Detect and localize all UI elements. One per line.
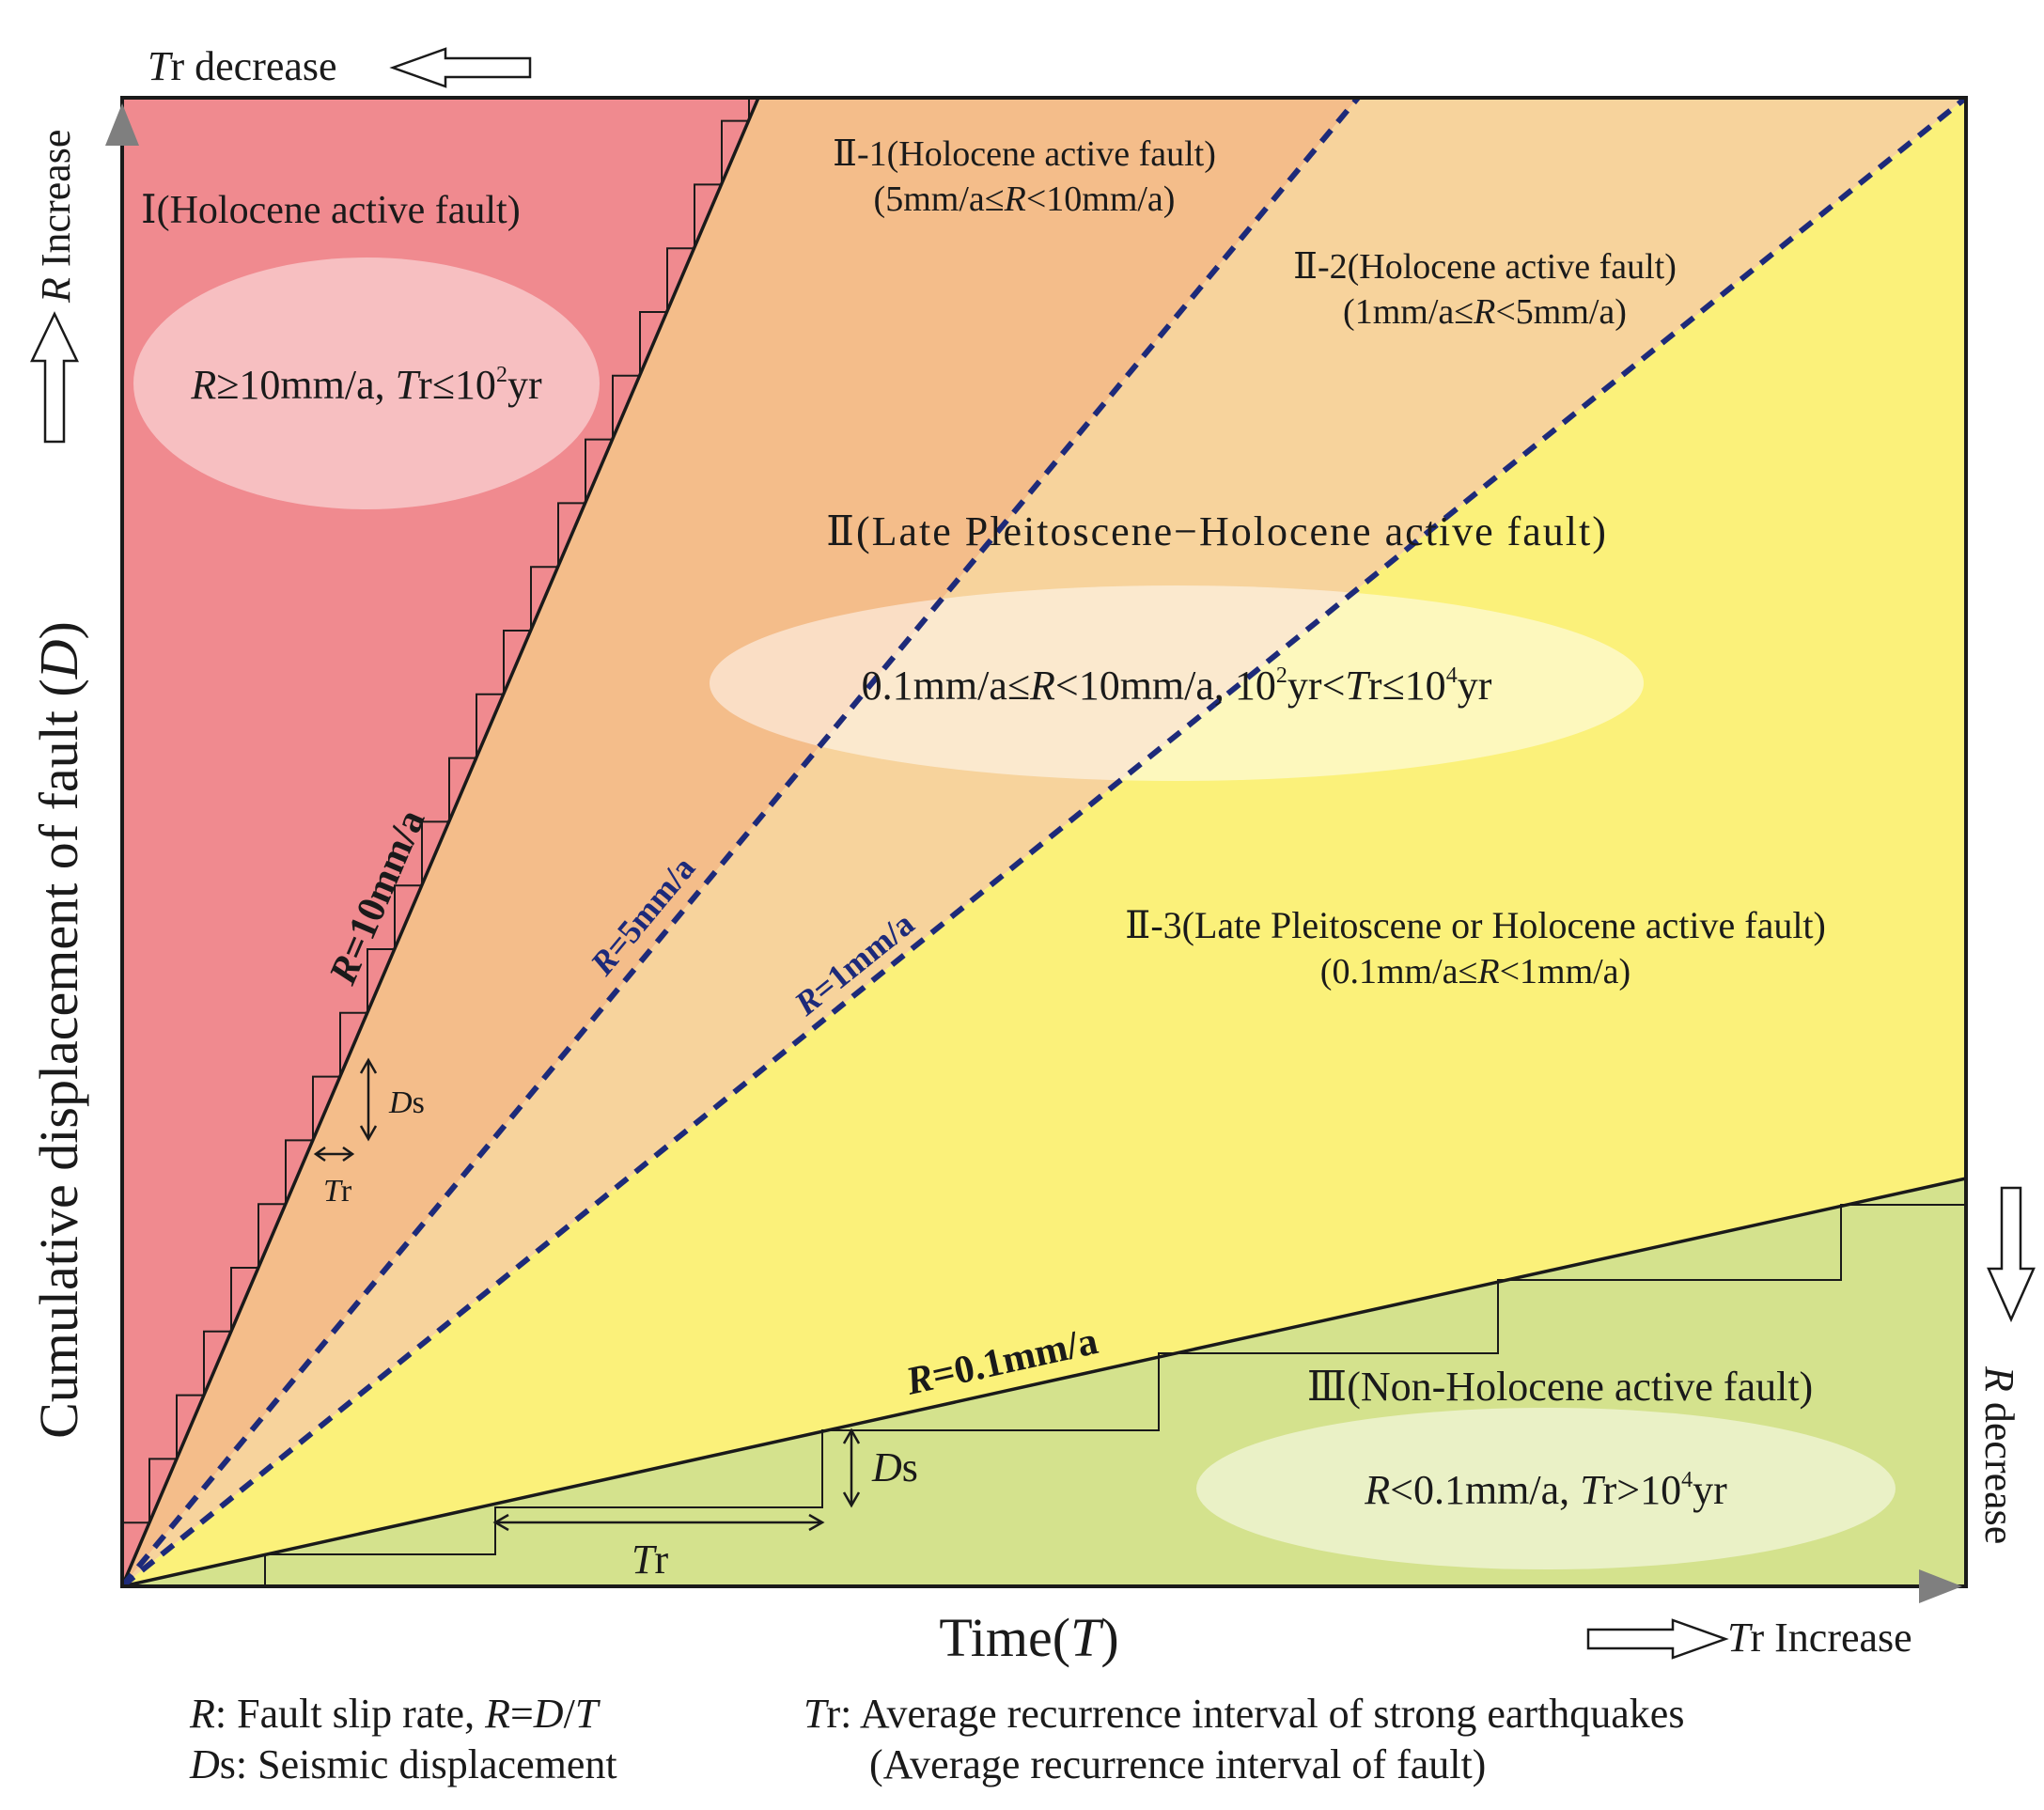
tr-label-shallow: Tr: [632, 1537, 668, 1583]
tr-increase-label: Tr Increase: [1727, 1615, 1912, 1661]
shallow-step-annotations: [492, 1428, 861, 1532]
tr-label-steep: Tr: [323, 1174, 352, 1209]
rate-line-5mm: [122, 98, 1361, 1586]
rate-line-10mm: [122, 98, 760, 1586]
r-decrease-label: R decrease: [1976, 1365, 2022, 1544]
zone-iii-condition-ellipse: [1196, 1408, 1896, 1569]
zone-ii2-range: (1mm/a≤R<5mm/a): [1343, 292, 1627, 332]
zone-ii-condition-ellipse: [710, 585, 1644, 781]
zone-i-condition: R≥10mm/a, Tr≤102yr: [190, 362, 542, 408]
shallow-staircase: [122, 1204, 1966, 1586]
zone-ii1-range: (5mm/a≤R<10mm/a): [874, 179, 1176, 219]
plot-frame: [120, 96, 1968, 1588]
x-axis-label: Time(T): [939, 1607, 1118, 1668]
ds-label-steep: Ds: [388, 1085, 425, 1120]
zone-i-condition-ellipse: [133, 257, 600, 509]
steep-step-annotations: [313, 1057, 378, 1162]
tr-decrease-label: Tr decrease: [148, 43, 337, 89]
legend-tr: Tr: Average recurrence interval of stron…: [804, 1691, 1684, 1737]
zone-ii3-title: Ⅱ-3(Late Pleitoscene or Holocene active …: [1125, 904, 1826, 946]
zone-iii-condition: R<0.1mm/a, Tr>104yr: [1364, 1467, 1727, 1513]
zone-ii-title: Ⅱ(Late Pleitoscene−Holocene active fault…: [826, 508, 1608, 554]
zone-iii-title: Ⅲ(Non-Holocene active fault): [1307, 1364, 1813, 1410]
r-decrease-arrow-icon: [1987, 1186, 2036, 1323]
r-increase-arrow-icon: [30, 311, 79, 444]
x-axis-arrowhead: [1919, 1569, 1962, 1603]
zone-i-title: Ⅰ(Holocene active fault): [141, 189, 521, 232]
legend-ds: Ds: Seismic displacement: [189, 1741, 617, 1787]
y-axis-label: Cumulative displacement of fault (D): [28, 621, 89, 1439]
ds-label-shallow: Ds: [871, 1444, 918, 1490]
rate-line-0-1mm: [122, 1177, 1966, 1586]
rate-line-1mm: [122, 98, 1966, 1586]
legend-tr-note: (Average recurrence interval of fault): [869, 1741, 1486, 1787]
zone-ii-condition: 0.1mm/a≤R<10mm/a, 102yr<Tr≤104yr: [862, 663, 1492, 709]
tr-increase-arrow-icon: [1586, 1618, 1729, 1660]
legend-r: R: Fault slip rate, R=D/T: [189, 1691, 601, 1737]
zone-ii3-range: (0.1mm/a≤R<1mm/a): [1320, 952, 1631, 991]
zone-ii1-title: Ⅱ-1(Holocene active fault): [833, 134, 1216, 174]
tr-decrease-arrow-icon: [389, 47, 532, 88]
y-axis-arrowhead: [105, 103, 139, 146]
r-increase-label: R Increase: [33, 130, 79, 304]
zone-ii2-title: Ⅱ-2(Holocene active fault): [1293, 247, 1677, 287]
